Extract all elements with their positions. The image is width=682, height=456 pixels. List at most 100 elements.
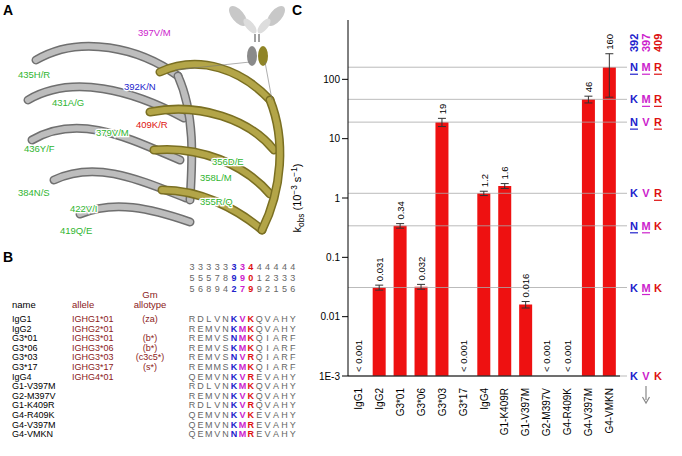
svg-text:V: V (214, 410, 220, 420)
svg-text:Q: Q (188, 429, 195, 439)
svg-text:46: 46 (583, 82, 594, 93)
svg-text:3: 3 (273, 273, 278, 283)
svg-text:H: H (281, 324, 288, 334)
svg-text:2: 2 (231, 284, 236, 294)
svg-text:A: A (273, 333, 279, 343)
svg-text:IGHG3*03: IGHG3*03 (72, 352, 114, 362)
svg-text:Q: Q (188, 410, 195, 420)
svg-text:5: 5 (189, 284, 194, 294)
svg-text:Y: Y (290, 391, 296, 401)
svg-text:G3*17: G3*17 (12, 362, 38, 372)
svg-text:Q: Q (256, 343, 263, 353)
svg-text:V: V (265, 391, 271, 401)
svg-text:V: V (214, 400, 220, 410)
svg-text:2: 2 (265, 284, 270, 294)
svg-text:IgG4: IgG4 (479, 388, 490, 410)
svg-text:G3*03: G3*03 (437, 388, 448, 417)
svg-text:IGHG3*06: IGHG3*06 (72, 343, 114, 353)
svg-text:R: R (189, 324, 196, 334)
svg-text:L: L (206, 400, 211, 410)
svg-text:8: 8 (206, 284, 211, 294)
svg-text:H: H (281, 410, 288, 420)
svg-text:Q: Q (188, 372, 195, 382)
svg-text:0.34: 0.34 (395, 201, 406, 220)
svg-text:A: A (273, 372, 279, 382)
svg-text:V: V (214, 391, 220, 401)
svg-text:100: 100 (323, 74, 340, 85)
svg-text:N: N (222, 400, 229, 410)
svg-text:9: 9 (240, 273, 245, 283)
svg-text:R: R (654, 93, 662, 105)
svg-text:R: R (189, 391, 196, 401)
svg-text:0.016: 0.016 (520, 274, 531, 298)
svg-text:H: H (281, 391, 288, 401)
svg-text:M: M (205, 362, 213, 372)
svg-text:IGHG3*01: IGHG3*01 (72, 333, 114, 343)
svg-text:Y: Y (290, 314, 296, 324)
svg-text:K: K (630, 187, 638, 199)
svg-text:V: V (265, 400, 271, 410)
svg-text:V: V (265, 381, 271, 391)
svg-text:4: 4 (223, 284, 228, 294)
svg-text:4: 4 (290, 262, 295, 272)
svg-text:R: R (189, 400, 196, 410)
svg-text:Q: Q (256, 362, 263, 372)
svg-text:E: E (197, 362, 203, 372)
svg-text:G3*17: G3*17 (458, 388, 469, 417)
svg-text:N: N (630, 116, 638, 128)
svg-text:S: S (223, 362, 229, 372)
svg-text:V: V (239, 400, 245, 410)
svg-text:9: 9 (231, 273, 236, 283)
svg-text:G4-R409K: G4-R409K (12, 410, 55, 420)
svg-text:V: V (239, 391, 245, 401)
svg-text:K: K (231, 362, 238, 372)
svg-text:9: 9 (257, 284, 262, 294)
svg-text:436Y/F: 436Y/F (24, 143, 55, 154)
svg-text:K: K (630, 93, 638, 105)
svg-text:M: M (239, 429, 247, 439)
svg-text:A: A (273, 410, 279, 420)
svg-text:E: E (256, 372, 262, 382)
svg-text:A: A (273, 429, 279, 439)
svg-text:< 0.001: < 0.001 (541, 340, 552, 372)
svg-text:A: A (273, 352, 279, 362)
svg-text:Y: Y (290, 429, 296, 439)
svg-text:G4-VMKN: G4-VMKN (12, 429, 53, 439)
svg-text:IgG1: IgG1 (12, 314, 32, 324)
svg-text:G1-K409R: G1-K409R (12, 400, 55, 410)
svg-text:1: 1 (257, 273, 262, 283)
svg-text:E: E (197, 391, 203, 401)
svg-text:V: V (265, 429, 271, 439)
svg-text:E: E (197, 372, 203, 382)
svg-text:R: R (189, 314, 196, 324)
svg-text:M: M (205, 333, 213, 343)
svg-text:4: 4 (248, 262, 253, 272)
svg-text:V: V (239, 410, 245, 420)
svg-text:K: K (248, 391, 255, 401)
svg-text:IgG1: IgG1 (353, 388, 364, 410)
svg-text:H: H (281, 381, 288, 391)
svg-text:356D/E: 356D/E (212, 156, 244, 167)
svg-text:3: 3 (240, 262, 245, 272)
svg-text:M: M (205, 324, 213, 334)
svg-text:N: N (222, 314, 229, 324)
svg-text:R: R (248, 372, 255, 382)
svg-text:M: M (205, 352, 213, 362)
svg-text:K: K (248, 343, 255, 353)
svg-text:H: H (281, 314, 288, 324)
svg-text:5: 5 (189, 273, 194, 283)
svg-text:N: N (630, 220, 638, 232)
svg-text:K: K (231, 381, 238, 391)
svg-text:0.1: 0.1 (326, 252, 340, 263)
svg-text:E: E (197, 429, 203, 439)
svg-text:allele: allele (72, 299, 94, 310)
svg-text:R: R (248, 420, 255, 430)
svg-text:V: V (214, 420, 220, 430)
svg-text:V: V (214, 343, 220, 353)
svg-text:V: V (214, 324, 220, 334)
svg-text:M: M (641, 61, 650, 73)
svg-text:K: K (654, 282, 662, 294)
svg-text:G2-M397V: G2-M397V (12, 391, 56, 401)
svg-text:2: 2 (265, 273, 270, 283)
svg-text:1E-3: 1E-3 (319, 371, 341, 382)
